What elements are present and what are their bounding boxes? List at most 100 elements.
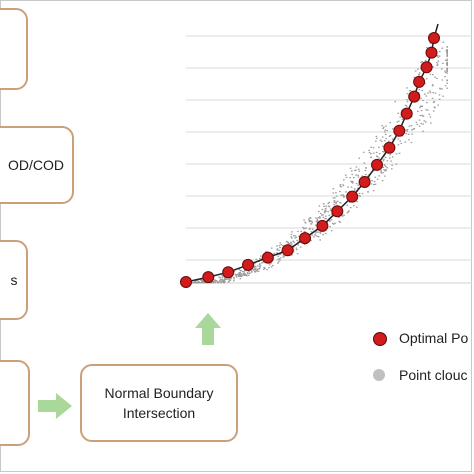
optimal-points-series (180, 32, 440, 288)
cloud-point (327, 205, 330, 207)
cloud-point (395, 163, 398, 165)
legend-optimal-label: Optimal Po (399, 330, 469, 346)
cloud-point (244, 270, 246, 272)
cloud-point (441, 79, 444, 81)
cloud-point (245, 274, 247, 276)
cloud-point (197, 281, 200, 283)
cloud-point (363, 162, 365, 164)
cloud-point (319, 231, 321, 233)
cloud-point (379, 139, 382, 141)
cloud-point (335, 192, 337, 194)
cloud-point (316, 221, 319, 223)
cloud-point (436, 62, 438, 64)
cloud-point (289, 242, 292, 244)
cloud-point (319, 212, 322, 215)
cloud-point (429, 90, 431, 92)
cloud-point (272, 264, 274, 267)
cloud-point (296, 253, 299, 255)
cloud-point (308, 219, 310, 221)
cloud-point (343, 195, 346, 197)
cloud-point (276, 245, 278, 247)
cloud-point (325, 205, 327, 207)
cloud-point (446, 70, 448, 72)
cloud-point (313, 236, 315, 238)
cloud-point (391, 168, 393, 170)
cloud-point (328, 219, 331, 221)
cloud-point (233, 278, 235, 280)
cloud-point (439, 87, 441, 89)
cloud-point (317, 217, 320, 219)
cloud-point (439, 88, 442, 90)
cloud-point (325, 215, 327, 217)
cloud-point (349, 177, 351, 179)
cloud-point (229, 278, 232, 280)
cloud-point (389, 135, 392, 137)
cloud-point (391, 164, 393, 166)
cloud-point (319, 217, 321, 219)
cloud-point (383, 140, 386, 142)
cloud-point (221, 275, 224, 277)
cloud-point (303, 231, 306, 233)
cloud-point (413, 76, 416, 78)
cloud-point (429, 116, 432, 118)
cloud-point (224, 278, 227, 280)
cloud-point (374, 176, 376, 178)
cloud-point (346, 204, 349, 206)
cloud-point (332, 197, 335, 199)
cloud-point (323, 205, 325, 207)
cloud-point (446, 54, 448, 56)
cloud-point (298, 235, 300, 238)
cloud-point (422, 99, 424, 102)
cloud-point (374, 183, 377, 185)
cloud-point (277, 262, 279, 264)
cloud-point (422, 130, 424, 132)
cloud-point (278, 245, 281, 247)
cloud-point (304, 221, 306, 223)
cloud-point (249, 272, 251, 274)
cloud-point (314, 224, 317, 226)
cloud-point (216, 281, 219, 283)
cloud-point (375, 151, 378, 153)
cloud-point (380, 171, 382, 173)
cloud-point (296, 249, 298, 251)
cloud-point (309, 217, 311, 219)
cloud-point (424, 93, 426, 95)
cloud-point (406, 101, 409, 103)
up-arrow-icon (195, 313, 221, 345)
cloud-point (261, 262, 263, 264)
cloud-point (404, 141, 407, 143)
cloud-point (198, 281, 200, 283)
cloud-point (333, 200, 336, 202)
cloud-point (304, 222, 307, 224)
cloud-point (406, 87, 408, 89)
cloud-point (411, 129, 413, 131)
cloud-point (358, 168, 360, 170)
cloud-point (328, 214, 330, 216)
cloud-point (324, 217, 326, 220)
cloud-point (425, 109, 427, 111)
optimal-point (242, 258, 254, 271)
cloud-point (419, 107, 421, 109)
cloud-point (253, 267, 255, 269)
cloud-point (422, 115, 425, 117)
cloud-point (437, 56, 440, 58)
normal-boundary-intersection-box: Normal Boundary Intersection (80, 364, 238, 442)
cloud-point (410, 141, 413, 144)
cloud-point (408, 139, 410, 141)
cloud-point (375, 137, 378, 139)
cloud-point (276, 249, 279, 251)
cloud-point (201, 280, 204, 282)
cloud-point (384, 133, 387, 135)
cloud-point (431, 85, 434, 87)
cloud-point (322, 234, 325, 236)
cloud-point (238, 269, 241, 271)
cloud-point (384, 170, 386, 172)
cloud-point (436, 55, 438, 57)
cloud-point (346, 212, 349, 214)
cloud-point (330, 230, 333, 232)
cloud-point (222, 279, 225, 281)
cloud-point (380, 172, 383, 174)
cloud-point (256, 269, 258, 271)
cloud-point (263, 268, 265, 270)
cloud-point (354, 169, 356, 172)
